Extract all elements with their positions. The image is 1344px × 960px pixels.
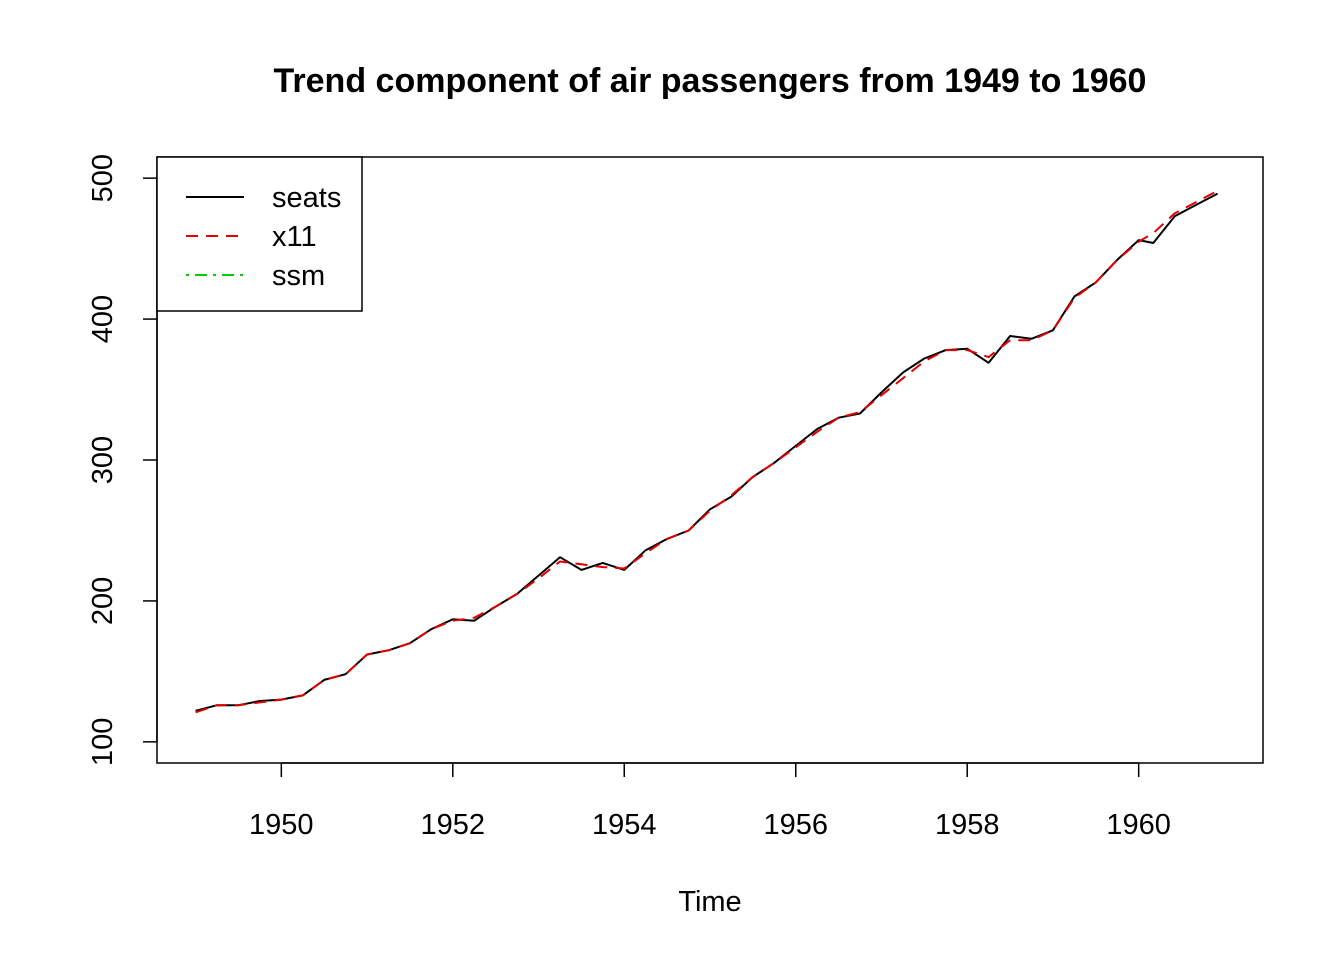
x-axis-label: Time — [678, 886, 741, 918]
legend-label-seats: seats — [272, 182, 341, 214]
y-tick-label: 400 — [87, 295, 119, 343]
x-tick-label: 1952 — [421, 809, 486, 841]
y-tick-label: 300 — [87, 436, 119, 484]
x-tick-label: 1956 — [763, 809, 828, 841]
x-tick-label: 1960 — [1106, 809, 1171, 841]
y-tick-label: 100 — [87, 718, 119, 766]
legend: seats x11 ssm — [156, 156, 363, 312]
x-axis: 1950 1952 1954 1956 1958 1960 — [249, 762, 1171, 841]
legend-box — [156, 156, 363, 312]
series-line-x11 — [195, 189, 1219, 714]
legend-label-ssm: ssm — [272, 260, 325, 292]
legend-label-x11: x11 — [272, 221, 317, 253]
series-layer — [195, 189, 1219, 714]
y-tick-label: 500 — [87, 154, 119, 202]
x-tick-label: 1950 — [249, 809, 314, 841]
y-axis: 100 200 300 400 500 — [87, 154, 158, 766]
x-tick-label: 1958 — [935, 809, 1000, 841]
chart-title: Trend component of air passengers from 1… — [274, 62, 1147, 100]
y-tick-label: 200 — [87, 577, 119, 625]
x-tick-label: 1954 — [592, 809, 657, 841]
